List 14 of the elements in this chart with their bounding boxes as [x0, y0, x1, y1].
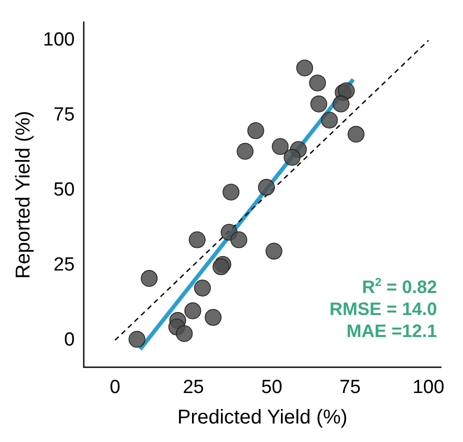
x-axis-title: Predicted Yield (%): [177, 406, 348, 429]
annotation: MAE =12.1: [346, 321, 437, 342]
y-tick-label: 100: [43, 30, 75, 51]
x-tick-label: 0: [110, 376, 120, 398]
y-axis-title: Reported Yield (%): [12, 110, 35, 279]
y-tick-label: 25: [54, 254, 75, 276]
annotation: RMSE = 14.0: [329, 299, 438, 320]
x-tick-label: 50: [261, 376, 282, 398]
y-tick-label: 0: [64, 329, 75, 350]
x-tick-label: 100: [412, 376, 444, 398]
y-tick-label: 50: [54, 180, 75, 201]
x-tick-label: 25: [182, 376, 204, 398]
x-tick-label: 75: [340, 376, 361, 398]
y-tick-label: 75: [54, 104, 75, 126]
